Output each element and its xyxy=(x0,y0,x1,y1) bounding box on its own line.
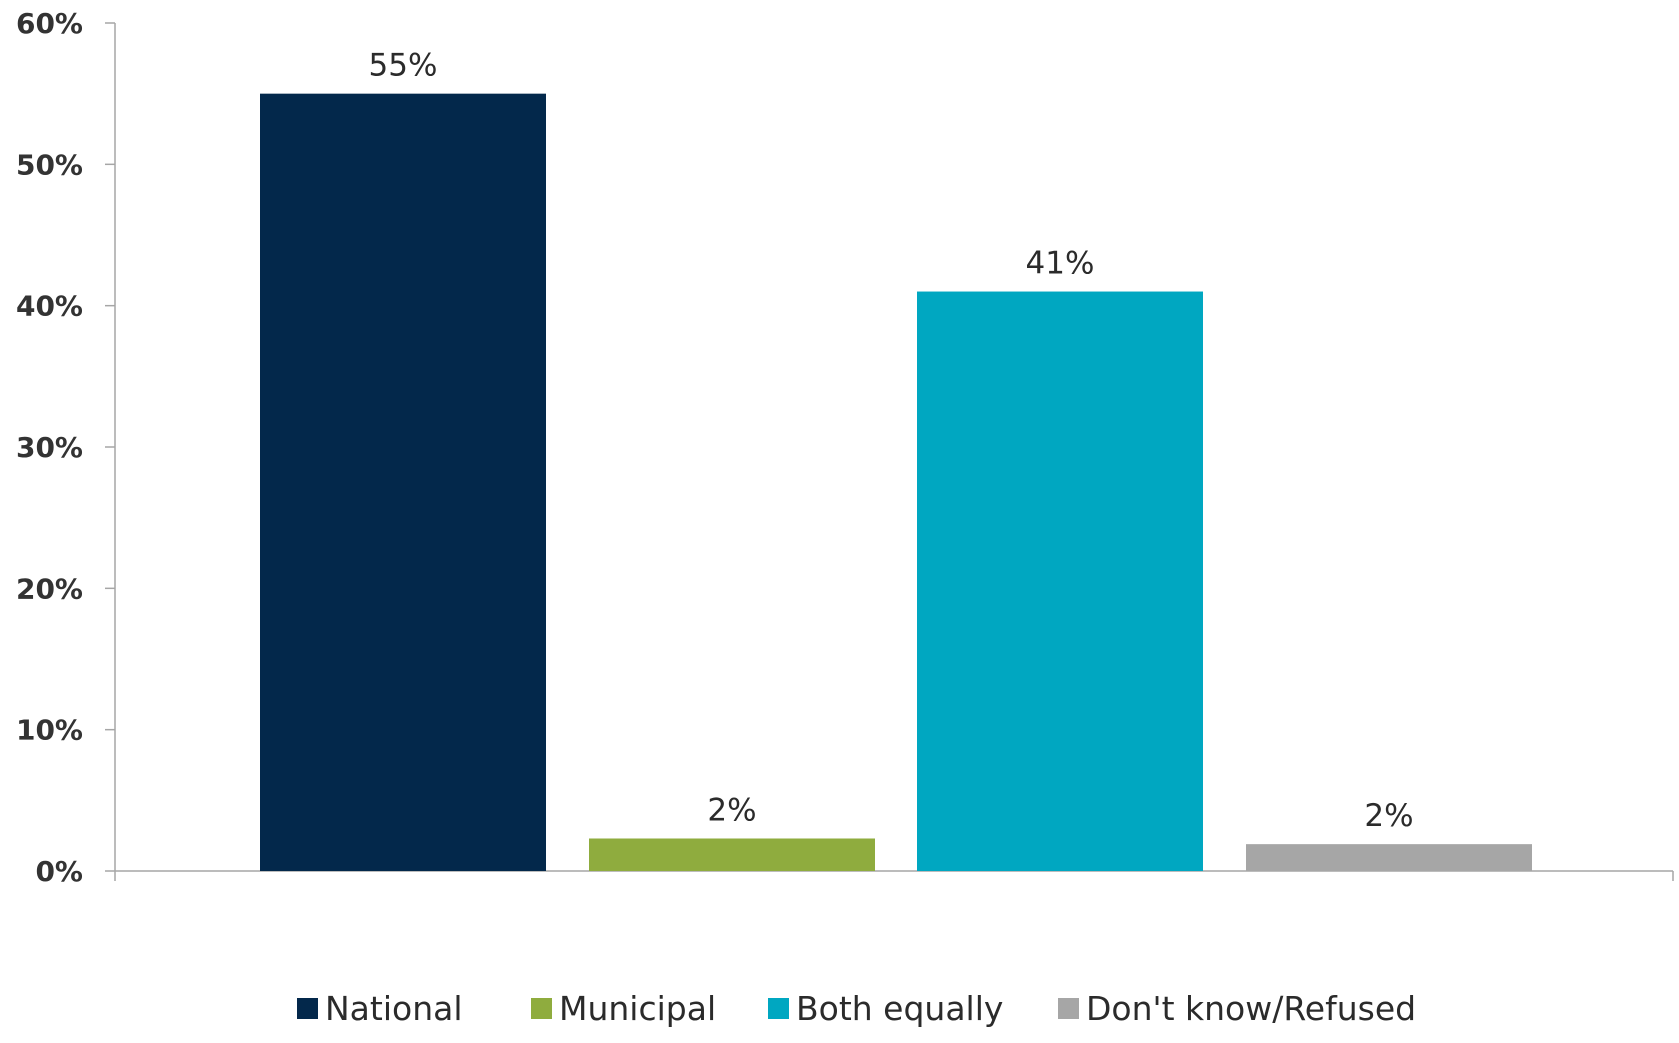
bar xyxy=(1246,844,1532,871)
y-tick-label: 10% xyxy=(16,714,83,747)
legend-swatch xyxy=(531,998,552,1019)
data-label: 2% xyxy=(707,792,756,828)
data-label: 2% xyxy=(1364,798,1413,834)
y-tick-label: 60% xyxy=(16,7,83,40)
y-tick-label: 40% xyxy=(16,290,83,323)
bar xyxy=(917,291,1203,871)
bar xyxy=(589,838,875,871)
data-label: 55% xyxy=(369,48,438,84)
legend: National Municipal Both equally Don't know/… xyxy=(297,989,1416,1028)
legend-swatch xyxy=(1058,998,1079,1019)
legend-label: Municipal xyxy=(559,989,716,1028)
y-tick-label: 50% xyxy=(16,148,83,181)
y-tick-label: 0% xyxy=(35,855,83,888)
legend-swatch xyxy=(297,998,318,1019)
legend-label: National xyxy=(325,989,463,1028)
bar xyxy=(260,93,546,871)
data-labels: 55% 2% 41% 2% xyxy=(369,48,1414,834)
axes: 0% 10% 20% 30% 40% 50% 60% xyxy=(16,7,1674,888)
bars xyxy=(260,93,1532,871)
y-tick-label: 30% xyxy=(16,431,83,464)
legend-swatch xyxy=(768,998,789,1019)
legend-label: Both equally xyxy=(796,989,1003,1028)
legend-label: Don't know/Refused xyxy=(1086,989,1416,1028)
data-label: 41% xyxy=(1026,246,1095,282)
y-tick-label: 20% xyxy=(16,572,83,605)
